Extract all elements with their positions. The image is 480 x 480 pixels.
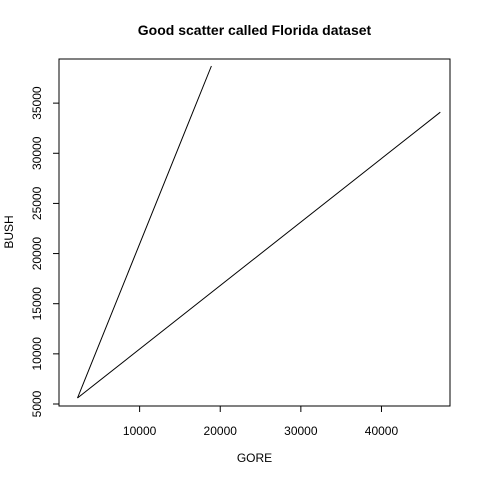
plot-frame	[58, 58, 451, 407]
y-axis: 5000 10000 15000 20000 25000 30000 35000	[30, 86, 60, 417]
y-tick-label: 25000	[30, 186, 44, 220]
x-axis: 10000 20000 30000 40000	[123, 405, 399, 438]
y-tick-label: 5000	[30, 390, 44, 417]
y-tick-label: 10000	[30, 337, 44, 371]
y-tick-label: 30000	[30, 136, 44, 170]
series-line-1	[77, 65, 212, 399]
chart-title: Good scatter called Florida dataset	[138, 22, 372, 38]
y-tick-label: 35000	[30, 86, 44, 120]
y-tick-label: 20000	[30, 237, 44, 271]
series-line-2	[77, 111, 441, 399]
y-tick-label: 15000	[30, 287, 44, 321]
plot-area	[58, 58, 451, 407]
x-tick-label: 40000	[365, 424, 399, 438]
x-tick-label: 30000	[284, 424, 318, 438]
y-axis-label: BUSH	[2, 215, 16, 248]
x-axis-label: GORE	[237, 451, 272, 465]
x-tick-label: 10000	[123, 424, 157, 438]
x-tick-label: 20000	[204, 424, 238, 438]
